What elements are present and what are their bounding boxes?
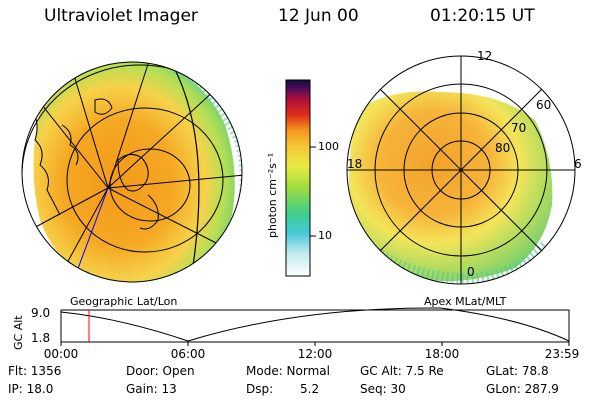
altitude-plot bbox=[60, 307, 570, 346]
altitude-ytick-1-8: 1.8 bbox=[31, 331, 51, 345]
mlt-label-6: 6 bbox=[574, 157, 582, 171]
altitude-curve bbox=[60, 307, 570, 342]
door-status: Door: Open bbox=[126, 364, 195, 378]
altitude-xtick-0600: 06:00 bbox=[170, 347, 206, 361]
flight-number: Flt: 1356 bbox=[8, 364, 62, 378]
gain-value: Gain: 13 bbox=[126, 382, 177, 396]
geographic-longitude: GLon: 287.9 bbox=[486, 382, 559, 396]
mlt-label-0: 0 bbox=[467, 265, 475, 279]
coastline-outline bbox=[29, 79, 159, 230]
aurora-fringe-right bbox=[369, 241, 549, 284]
right-panel-label: Apex MLat/MLT bbox=[424, 295, 507, 308]
altitude-xtick-1200: 12:00 bbox=[297, 347, 333, 361]
dsp-value: 5.2 bbox=[300, 382, 320, 396]
gc-altitude: GC Alt: 7.5 Re bbox=[360, 364, 444, 378]
colorbar-label-100: 100 bbox=[318, 140, 339, 153]
lat-circle-60 bbox=[22, 64, 242, 282]
dsp-label: Dsp: bbox=[246, 382, 274, 396]
altitude-xtick-2359: 23:59 bbox=[544, 347, 580, 361]
altitude-x-ticks bbox=[60, 342, 570, 346]
aurora-emission-right bbox=[348, 91, 553, 282]
date-label: 12 Jun 00 bbox=[278, 6, 359, 26]
left-disc-border bbox=[21, 61, 243, 283]
geographic-panel bbox=[21, 61, 243, 283]
mlt-label-18: 18 bbox=[347, 157, 363, 171]
altitude-xtick-1800: 18:00 bbox=[424, 347, 460, 361]
mlat-label-70: 70 bbox=[511, 121, 527, 135]
app-title: Ultraviolet Imager bbox=[44, 6, 198, 26]
aurora-emission-left bbox=[33, 62, 235, 282]
colorbar-gradient bbox=[285, 79, 311, 277]
mlt-label-12: 12 bbox=[477, 49, 493, 63]
lat-circle-70 bbox=[66, 107, 224, 253]
altitude-ytick-9: 9.0 bbox=[31, 306, 51, 320]
sequence-number: Seq: 30 bbox=[360, 382, 406, 396]
altitude-xtick-0000: 00:00 bbox=[43, 347, 79, 361]
geographic-latitude: GLat: 78.8 bbox=[486, 364, 549, 378]
colorbar-label-10: 10 bbox=[318, 229, 332, 242]
left-panel-label: Geographic Lat/Lon bbox=[70, 295, 178, 308]
magnetic-panel bbox=[346, 55, 576, 285]
mlt-spokes bbox=[347, 56, 575, 284]
colorbar bbox=[285, 79, 316, 277]
time-label: 01:20:15 UT bbox=[430, 6, 535, 26]
mode-status: Mode: Normal bbox=[246, 364, 330, 378]
mlat-label-60: 60 bbox=[536, 98, 552, 112]
ip-value: IP: 18.0 bbox=[8, 382, 54, 396]
colorbar-unit-label: photon cm⁻²s⁻¹ bbox=[266, 152, 279, 238]
altitude-ylabel: GC Alt bbox=[12, 315, 25, 350]
mlat-label-80: 80 bbox=[495, 141, 511, 155]
terminator-line bbox=[169, 62, 200, 282]
